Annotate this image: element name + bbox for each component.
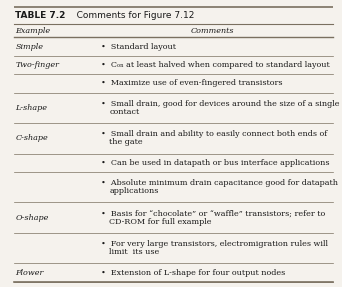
Text: C-shape: C-shape xyxy=(15,134,48,142)
Text: •  Can be used in datapath or bus interface applications: • Can be used in datapath or bus interfa… xyxy=(101,159,329,167)
Text: the gate: the gate xyxy=(109,138,143,146)
Text: TABLE 7.2: TABLE 7.2 xyxy=(15,11,66,20)
Text: •  Small drain, good for devices around the size of a single: • Small drain, good for devices around t… xyxy=(101,100,339,108)
Text: O-shape: O-shape xyxy=(15,214,49,222)
Text: Comments for Figure 7.12: Comments for Figure 7.12 xyxy=(68,11,195,20)
Text: Simple: Simple xyxy=(15,42,43,51)
Text: •  Cₒₙ at least halved when compared to standard layout: • Cₒₙ at least halved when compared to s… xyxy=(101,61,330,69)
Text: •  Extension of L-shape for four output nodes: • Extension of L-shape for four output n… xyxy=(101,269,285,277)
Text: Comments: Comments xyxy=(190,27,234,35)
Text: •  Standard layout: • Standard layout xyxy=(101,42,176,51)
Text: •  Small drain and ability to easily connect both ends of: • Small drain and ability to easily conn… xyxy=(101,131,327,139)
Text: •  For very large transistors, electromigration rules will: • For very large transistors, electromig… xyxy=(101,240,328,248)
Text: contact: contact xyxy=(109,108,140,116)
Text: CD-ROM for full example: CD-ROM for full example xyxy=(109,218,212,226)
Text: •  Absolute minimum drain capacitance good for datapath: • Absolute minimum drain capacitance goo… xyxy=(101,179,338,187)
Text: Two-finger: Two-finger xyxy=(15,61,60,69)
Text: L-shape: L-shape xyxy=(15,104,48,112)
Text: •  Basis for “chocolate” or “waffle” transistors; refer to: • Basis for “chocolate” or “waffle” tran… xyxy=(101,210,325,218)
Text: •  Maximize use of even-fingered transistors: • Maximize use of even-fingered transist… xyxy=(101,79,282,88)
Text: Example: Example xyxy=(15,27,51,35)
Text: limit  its use: limit its use xyxy=(109,248,160,256)
Text: applications: applications xyxy=(109,187,159,195)
Text: Flower: Flower xyxy=(15,269,44,277)
